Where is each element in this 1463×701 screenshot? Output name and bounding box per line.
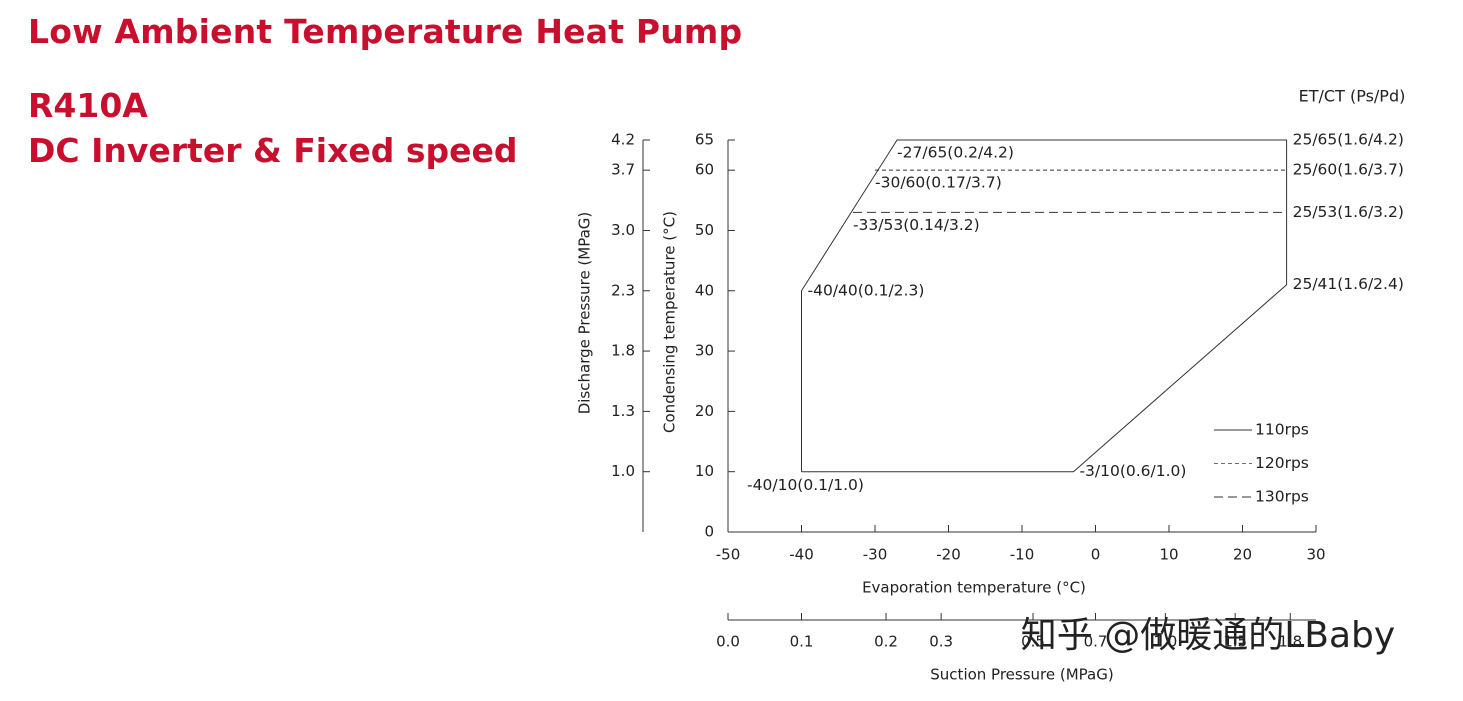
discharge-pressure-tick-label: 1.8 bbox=[611, 342, 635, 360]
watermark-text: 知乎 @做暖通的LBaby bbox=[1021, 615, 1395, 656]
point-label: -30/60(0.17/3.7) bbox=[875, 174, 1002, 192]
envelope-header-label: ET/CT (Ps/Pd) bbox=[1299, 87, 1406, 106]
legend-label: 130rps bbox=[1255, 488, 1309, 506]
suction-pressure-axis-title: Suction Pressure (MPaG) bbox=[930, 666, 1113, 684]
page-title: Low Ambient Temperature Heat Pump bbox=[28, 12, 743, 51]
x-tick-label: -20 bbox=[936, 546, 961, 564]
x-tick-label: -30 bbox=[863, 546, 888, 564]
suction-pressure-tick-label: 0.0 bbox=[716, 633, 740, 651]
y-tick-label: 40 bbox=[695, 281, 714, 299]
suction-pressure-tick-label: 0.3 bbox=[929, 633, 953, 651]
y-tick-label: 20 bbox=[695, 402, 714, 420]
x-axis-title: Evaporation temperature (°C) bbox=[862, 579, 1086, 597]
point-label: -27/65(0.2/4.2) bbox=[897, 144, 1014, 162]
suction-pressure-tick-label: 0.5 bbox=[1021, 633, 1045, 651]
point-label: -40/40(0.1/2.3) bbox=[808, 281, 925, 299]
legend-label: 110rps bbox=[1255, 421, 1309, 439]
x-tick-label: -50 bbox=[716, 546, 741, 564]
discharge-pressure-tick-label: 1.3 bbox=[611, 402, 635, 420]
point-label: 25/65(1.6/4.2) bbox=[1293, 131, 1404, 149]
refrigerant-label: R410A bbox=[28, 86, 148, 125]
y-tick-label: 30 bbox=[695, 342, 714, 360]
legend-label: 120rps bbox=[1255, 454, 1309, 472]
y-tick-label: 65 bbox=[695, 131, 714, 149]
point-label: 25/41(1.6/2.4) bbox=[1293, 275, 1404, 293]
suction-pressure-tick-label: 1.0 bbox=[1153, 633, 1177, 651]
y-tick-label: 10 bbox=[695, 462, 714, 480]
suction-pressure-tick-label: 0.1 bbox=[790, 633, 814, 651]
point-label: 25/60(1.6/3.7) bbox=[1293, 161, 1404, 179]
discharge-pressure-tick-label: 4.2 bbox=[611, 131, 635, 149]
discharge-pressure-tick-label: 3.7 bbox=[611, 161, 635, 179]
y-tick-label: 0 bbox=[704, 523, 714, 541]
x-tick-label: -10 bbox=[1010, 546, 1035, 564]
point-label: 25/53(1.6/3.2) bbox=[1293, 203, 1404, 221]
discharge-pressure-axis-title: Discharge Pressure (MPaG) bbox=[576, 212, 594, 415]
point-label: -3/10(0.6/1.0) bbox=[1079, 462, 1186, 480]
x-tick-label: 0 bbox=[1091, 546, 1101, 564]
x-tick-label: 30 bbox=[1306, 546, 1325, 564]
x-tick-label: -40 bbox=[789, 546, 814, 564]
x-tick-label: 20 bbox=[1233, 546, 1252, 564]
suction-pressure-tick-label: 1.5 bbox=[1223, 633, 1247, 651]
point-label: -40/10(0.1/1.0) bbox=[747, 476, 864, 494]
series-line-110rps bbox=[801, 139, 1288, 473]
discharge-pressure-tick-label: 1.0 bbox=[611, 462, 635, 480]
point-label: -33/53(0.14/3.2) bbox=[853, 216, 980, 234]
discharge-pressure-tick-label: 2.3 bbox=[611, 281, 635, 299]
compressor-type-label: DC Inverter & Fixed speed bbox=[28, 131, 518, 170]
discharge-pressure-tick-label: 3.0 bbox=[611, 221, 635, 239]
suction-pressure-tick-label: 0.2 bbox=[874, 633, 898, 651]
y-axis-title: Condensing temperature (°C) bbox=[661, 211, 679, 433]
suction-pressure-tick-label: 0.7 bbox=[1084, 633, 1108, 651]
suction-pressure-tick-label: 1.8 bbox=[1278, 633, 1302, 651]
y-tick-label: 50 bbox=[695, 221, 714, 239]
x-tick-label: 10 bbox=[1159, 546, 1178, 564]
y-tick-label: 60 bbox=[695, 161, 714, 179]
